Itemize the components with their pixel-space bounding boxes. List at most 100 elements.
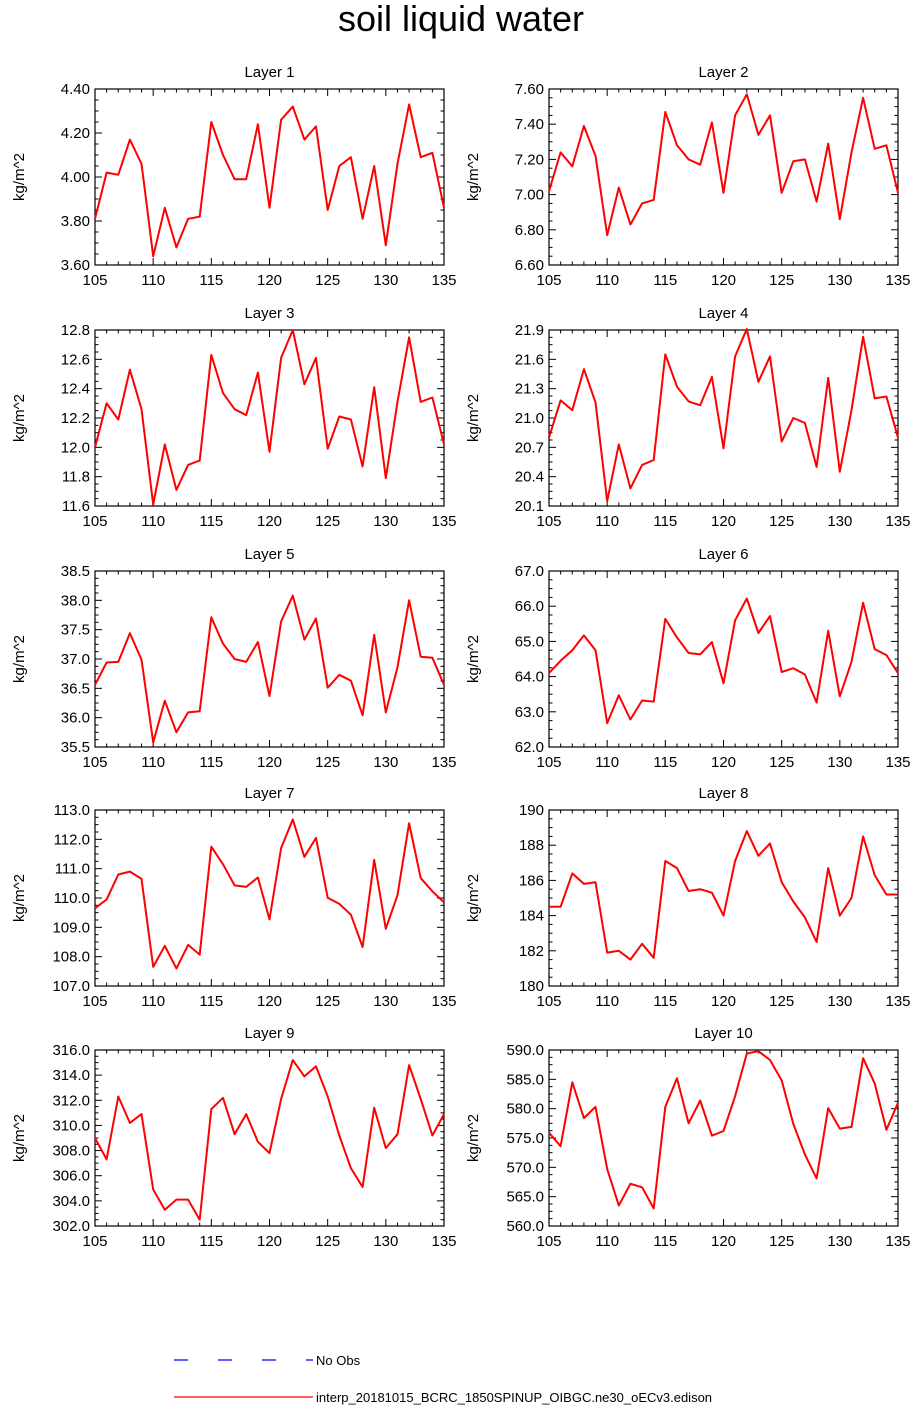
panel-9: Layer 9 302.0 304.0 306.0 308.0 310.0 312.0 314…	[11, 1025, 457, 1250]
y-axis-label: kg/m^2	[465, 153, 482, 201]
x-tick-label: 130	[373, 272, 398, 289]
y-tick-label: 113.0	[54, 802, 90, 819]
y-tick-label: 38.5	[61, 563, 90, 580]
y-tick-label: 20.1	[515, 498, 544, 515]
x-tick-label: 130	[373, 1233, 398, 1250]
y-tick-label: 65.0	[515, 633, 544, 650]
y-axis-label: kg/m^2	[11, 635, 28, 683]
x-tick-label: 115	[199, 754, 223, 771]
x-tick-label: 120	[711, 754, 736, 771]
x-tick-label: 110	[595, 1233, 619, 1250]
y-axis-label: kg/m^2	[465, 635, 482, 683]
y-tick-label: 310.0	[52, 1117, 90, 1134]
panels: Layer 1 3.60 3.80 4.00 4.20 4.40 105 110 115 120 1…	[11, 64, 911, 1250]
y-tick-label: 565.0	[506, 1189, 544, 1206]
x-tick-label: 135	[431, 754, 456, 771]
y-tick-label: 4.00	[61, 169, 90, 186]
y-tick-label: 12.4	[61, 381, 90, 398]
y-tick-label: 7.40	[515, 116, 544, 133]
series-line	[548, 93, 899, 237]
y-tick-label: 314.0	[52, 1067, 90, 1084]
x-tick-label: 115	[653, 993, 677, 1010]
y-tick-label: 180	[519, 978, 544, 995]
y-tick-label: 560.0	[506, 1218, 544, 1235]
x-tick-label: 130	[373, 513, 398, 530]
x-tick-label: 125	[769, 754, 794, 771]
y-tick-label: 12.6	[61, 351, 90, 368]
x-tick-label: 125	[315, 1233, 340, 1250]
series-line	[94, 329, 445, 506]
y-axis-label: kg/m^2	[465, 1114, 482, 1162]
panel-7: Layer 7 107.0 108.0 109.0 110.0 111.0 112.0 113…	[11, 785, 457, 1010]
x-tick-label: 110	[141, 272, 165, 289]
x-tick-label: 130	[827, 754, 852, 771]
x-tick-label: 130	[373, 754, 398, 771]
x-tick-label: 120	[257, 272, 282, 289]
series-line	[94, 103, 445, 258]
y-tick-label: 11.6	[62, 498, 90, 515]
y-tick-label: 110.0	[54, 890, 90, 907]
panel-5: Layer 5 35.5 36.0 36.5 37.0 37.5 38.0 38.5 105 11…	[11, 546, 457, 771]
y-tick-label: 36.5	[61, 680, 90, 697]
x-tick-label: 125	[769, 1233, 794, 1250]
x-tick-label: 105	[82, 1233, 107, 1250]
panel-title: Layer 10	[694, 1025, 752, 1042]
y-tick-label: 11.8	[62, 469, 90, 486]
x-tick-label: 130	[373, 993, 398, 1010]
series-line	[548, 328, 899, 503]
x-tick-label: 135	[885, 993, 910, 1010]
y-tick-label: 20.7	[515, 439, 544, 456]
x-tick-label: 130	[827, 1233, 852, 1250]
y-tick-label: 302.0	[52, 1218, 90, 1235]
panel-4: Layer 4 20.1 20.4 20.7 21.0 21.3 21.6 21.9 105 11…	[465, 305, 911, 530]
x-tick-label: 120	[711, 513, 736, 530]
x-tick-label: 135	[885, 513, 910, 530]
y-tick-label: 20.4	[515, 469, 544, 486]
x-tick-label: 110	[141, 993, 165, 1010]
x-tick-label: 135	[431, 1233, 456, 1250]
y-tick-label: 36.0	[61, 710, 90, 727]
y-tick-label: 7.20	[515, 151, 544, 168]
y-tick-label: 7.60	[515, 81, 544, 98]
y-axis-label: kg/m^2	[465, 874, 482, 922]
panel-title: Layer 4	[698, 305, 748, 322]
plot-frame	[94, 1049, 445, 1227]
y-tick-label: 21.3	[515, 381, 544, 398]
y-tick-label: 188	[519, 837, 544, 854]
panel-10: Layer 10 560.0 565.0 570.0 575.0 580.0 585.0 59…	[465, 1025, 911, 1250]
plot-frame	[548, 88, 899, 266]
x-tick-label: 110	[595, 754, 619, 771]
y-tick-label: 306.0	[52, 1168, 90, 1185]
panel-title: Layer 9	[244, 1025, 294, 1042]
y-tick-label: 64.0	[515, 669, 544, 686]
plot-frame	[548, 570, 899, 748]
y-tick-label: 316.0	[52, 1042, 90, 1059]
panel-1: Layer 1 3.60 3.80 4.00 4.20 4.40 105 110 115 120 1…	[11, 64, 457, 289]
plot-frame	[94, 809, 445, 987]
panel-title: Layer 6	[698, 546, 748, 563]
y-tick-label: 3.80	[61, 213, 90, 230]
x-tick-label: 105	[536, 1233, 561, 1250]
x-tick-label: 120	[711, 1233, 736, 1250]
y-tick-label: 63.0	[515, 704, 544, 721]
y-tick-label: 66.0	[515, 598, 544, 615]
y-tick-label: 37.5	[61, 622, 90, 639]
x-tick-label: 125	[315, 513, 340, 530]
figure-title: soil liquid water	[338, 0, 584, 39]
x-tick-label: 105	[536, 993, 561, 1010]
x-tick-label: 115	[199, 1233, 223, 1250]
x-tick-label: 125	[769, 513, 794, 530]
y-tick-label: 67.0	[515, 563, 544, 580]
y-tick-label: 4.20	[61, 125, 90, 142]
plot-frame	[548, 809, 899, 987]
x-tick-label: 120	[711, 272, 736, 289]
x-tick-label: 115	[653, 1233, 677, 1250]
plot-frame	[548, 329, 899, 507]
y-tick-label: 3.60	[61, 257, 90, 274]
y-tick-label: 21.9	[515, 322, 544, 339]
plot-frame	[94, 570, 445, 748]
y-tick-label: 6.60	[515, 257, 544, 274]
y-tick-label: 190	[519, 802, 544, 819]
y-tick-label: 38.0	[61, 592, 90, 609]
